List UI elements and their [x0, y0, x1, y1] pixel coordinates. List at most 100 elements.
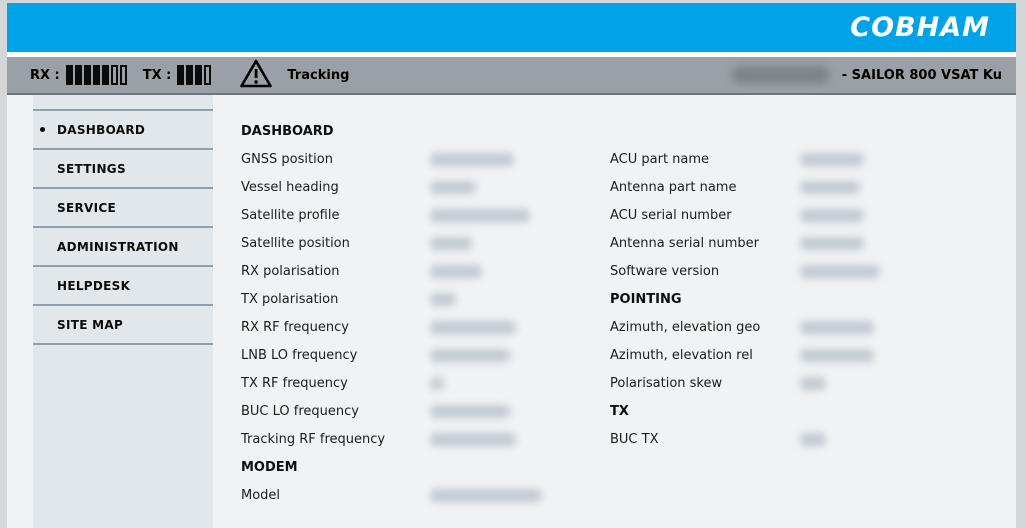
redacted-value [430, 264, 482, 278]
section-tx: TX BUC TX [610, 397, 1010, 453]
sidebar-item-label: SERVICE [57, 200, 116, 215]
device-model-text: - SAILOR 800 VSAT Ku [841, 67, 1002, 83]
redacted-value [430, 292, 456, 306]
device-name-redacted [731, 66, 830, 84]
redacted-value [800, 432, 826, 446]
row-label: Polarisation skew [610, 375, 723, 391]
dashboard-right-column: ACU part name Antenna part name ACU serial… [610, 117, 1010, 453]
data-row: GNSS position [241, 145, 610, 173]
data-row: Antenna serial number [610, 229, 1010, 257]
data-row: TX RF frequency [241, 369, 610, 397]
data-row: RX RF frequency [241, 313, 610, 341]
data-row: Satellite profile [241, 201, 610, 229]
row-label: Azimuth, elevation geo [610, 319, 761, 335]
row-label: BUC LO frequency [241, 403, 359, 419]
sidebar-item-settings[interactable]: SETTINGS [33, 150, 213, 189]
section-title: MODEM [241, 459, 298, 475]
row-label: Tracking RF frequency [241, 431, 386, 447]
row-label: Antenna serial number [610, 235, 759, 251]
section-title: POINTING [610, 291, 682, 307]
sidebar-item-label: ADMINISTRATION [57, 239, 179, 254]
section-title: TX [610, 403, 629, 419]
data-row: BUC TX [610, 425, 1010, 453]
redacted-value [800, 376, 826, 390]
section-untitled: ACU part name Antenna part name ACU serial… [610, 117, 1010, 285]
redacted-value [800, 320, 874, 334]
app-window: COBHAM RX : TX : Tracking - SAILOR 800 V… [7, 0, 1016, 528]
row-label: Vessel heading [241, 179, 339, 195]
signal-bar [186, 65, 194, 85]
signal-bar [110, 65, 118, 85]
navigation-menu: DASHBOARD SETTINGS SERVICE ADMINISTRATION HE… [33, 95, 213, 528]
row-label: ACU part name [610, 151, 710, 167]
active-item-bullet-icon [40, 127, 45, 132]
signal-bar [92, 65, 100, 85]
row-label: RX RF frequency [241, 319, 349, 335]
signal-bar [83, 65, 91, 85]
row-label: Satellite profile [241, 207, 340, 223]
signal-bar [204, 65, 212, 85]
redacted-value [430, 404, 510, 418]
rx-signal-label: RX : [30, 67, 60, 83]
header-divider [7, 52, 1016, 57]
data-row: BUC LO frequency [241, 397, 610, 425]
sidebar-gutter [7, 95, 33, 528]
sidebar-top-cell [33, 95, 213, 111]
redacted-value [800, 348, 874, 362]
sidebar-item-label: DASHBOARD [57, 122, 146, 137]
data-row: Software version [610, 257, 1010, 285]
tracking-status-text: Tracking [287, 67, 350, 83]
row-label: RX polarisation [241, 263, 340, 279]
redacted-value [430, 152, 514, 166]
redacted-value [800, 236, 864, 250]
signal-bar [119, 65, 127, 85]
sidebar-item-label: SITE MAP [57, 317, 124, 332]
cobham-logo: COBHAM [850, 12, 990, 43]
data-row: Vessel heading [241, 173, 610, 201]
signal-bar [65, 65, 73, 85]
sidebar-item-label: SETTINGS [57, 161, 126, 176]
redacted-value [800, 180, 860, 194]
data-row: Tracking RF frequency [241, 425, 610, 453]
sidebar-item-label: HELPDESK [57, 278, 131, 293]
signal-bar [195, 65, 203, 85]
brand-header: COBHAM [7, 3, 1016, 52]
warning-triangle-icon [239, 58, 273, 93]
sidebar-item-dashboard[interactable]: DASHBOARD [33, 111, 213, 150]
redacted-value [430, 432, 516, 446]
sidebar-item-helpdesk[interactable]: HELPDESK [33, 267, 213, 306]
redacted-value [430, 488, 542, 502]
sidebar-item-service[interactable]: SERVICE [33, 189, 213, 228]
data-row: RX polarisation [241, 257, 610, 285]
redacted-value [430, 180, 476, 194]
row-label: Antenna part name [610, 179, 737, 195]
row-label: Satellite position [241, 235, 350, 251]
row-label: BUC TX [610, 431, 659, 447]
data-row: ACU part name [610, 145, 1010, 173]
sidebar-item-administration[interactable]: ADMINISTRATION [33, 228, 213, 267]
row-label: TX polarisation [241, 291, 339, 307]
section-title [610, 117, 1010, 145]
data-row: ACU serial number [610, 201, 1010, 229]
dashboard-left-column: DASHBOARD GNSS position Vessel heading Sate… [241, 117, 610, 509]
tx-signal-label: TX : [142, 67, 172, 83]
status-bar: RX : TX : Tracking - SAILOR 800 VSAT Ku [7, 57, 1016, 95]
redacted-value [430, 236, 472, 250]
sidebar-item-site-map[interactable]: SITE MAP [33, 306, 213, 345]
section-modem: MODEM Model [241, 453, 610, 509]
signal-bar [74, 65, 82, 85]
data-row: Polarisation skew [610, 369, 1010, 397]
section-dashboard: DASHBOARD GNSS position Vessel heading Sate… [241, 117, 610, 453]
redacted-value [430, 208, 530, 222]
row-label: TX RF frequency [241, 375, 348, 391]
data-row: Antenna part name [610, 173, 1010, 201]
redacted-value [430, 320, 516, 334]
redacted-value [430, 348, 510, 362]
data-row: Satellite position [241, 229, 610, 257]
redacted-value [800, 264, 880, 278]
row-label: Software version [610, 263, 720, 279]
row-label: ACU serial number [610, 207, 732, 223]
signal-bar [101, 65, 109, 85]
row-label: Model [241, 487, 281, 503]
row-label: Azimuth, elevation rel [610, 347, 753, 363]
